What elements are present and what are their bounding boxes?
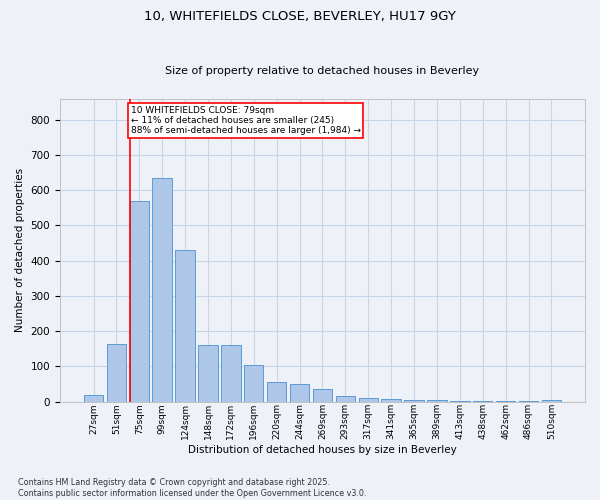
Bar	[404, 400, 424, 402]
Bar	[244, 364, 263, 402]
Bar	[175, 250, 195, 402]
Bar	[473, 401, 493, 402]
Bar	[221, 346, 241, 402]
Text: 10, WHITEFIELDS CLOSE, BEVERLEY, HU17 9GY: 10, WHITEFIELDS CLOSE, BEVERLEY, HU17 9G…	[144, 10, 456, 23]
Y-axis label: Number of detached properties: Number of detached properties	[15, 168, 25, 332]
Text: 10 WHITEFIELDS CLOSE: 79sqm
← 11% of detached houses are smaller (245)
88% of se: 10 WHITEFIELDS CLOSE: 79sqm ← 11% of det…	[131, 106, 361, 136]
Text: Contains HM Land Registry data © Crown copyright and database right 2025.
Contai: Contains HM Land Registry data © Crown c…	[18, 478, 367, 498]
Title: Size of property relative to detached houses in Beverley: Size of property relative to detached ho…	[166, 66, 479, 76]
Bar	[313, 390, 332, 402]
Bar	[359, 398, 378, 402]
Bar	[496, 401, 515, 402]
Bar	[335, 396, 355, 402]
X-axis label: Distribution of detached houses by size in Beverley: Distribution of detached houses by size …	[188, 445, 457, 455]
Bar	[427, 400, 446, 402]
Bar	[290, 384, 309, 402]
Bar	[130, 200, 149, 402]
Bar	[542, 400, 561, 402]
Bar	[450, 400, 470, 402]
Bar	[107, 344, 126, 402]
Bar	[152, 178, 172, 402]
Bar	[267, 382, 286, 402]
Bar	[198, 346, 218, 402]
Bar	[382, 399, 401, 402]
Bar	[84, 394, 103, 402]
